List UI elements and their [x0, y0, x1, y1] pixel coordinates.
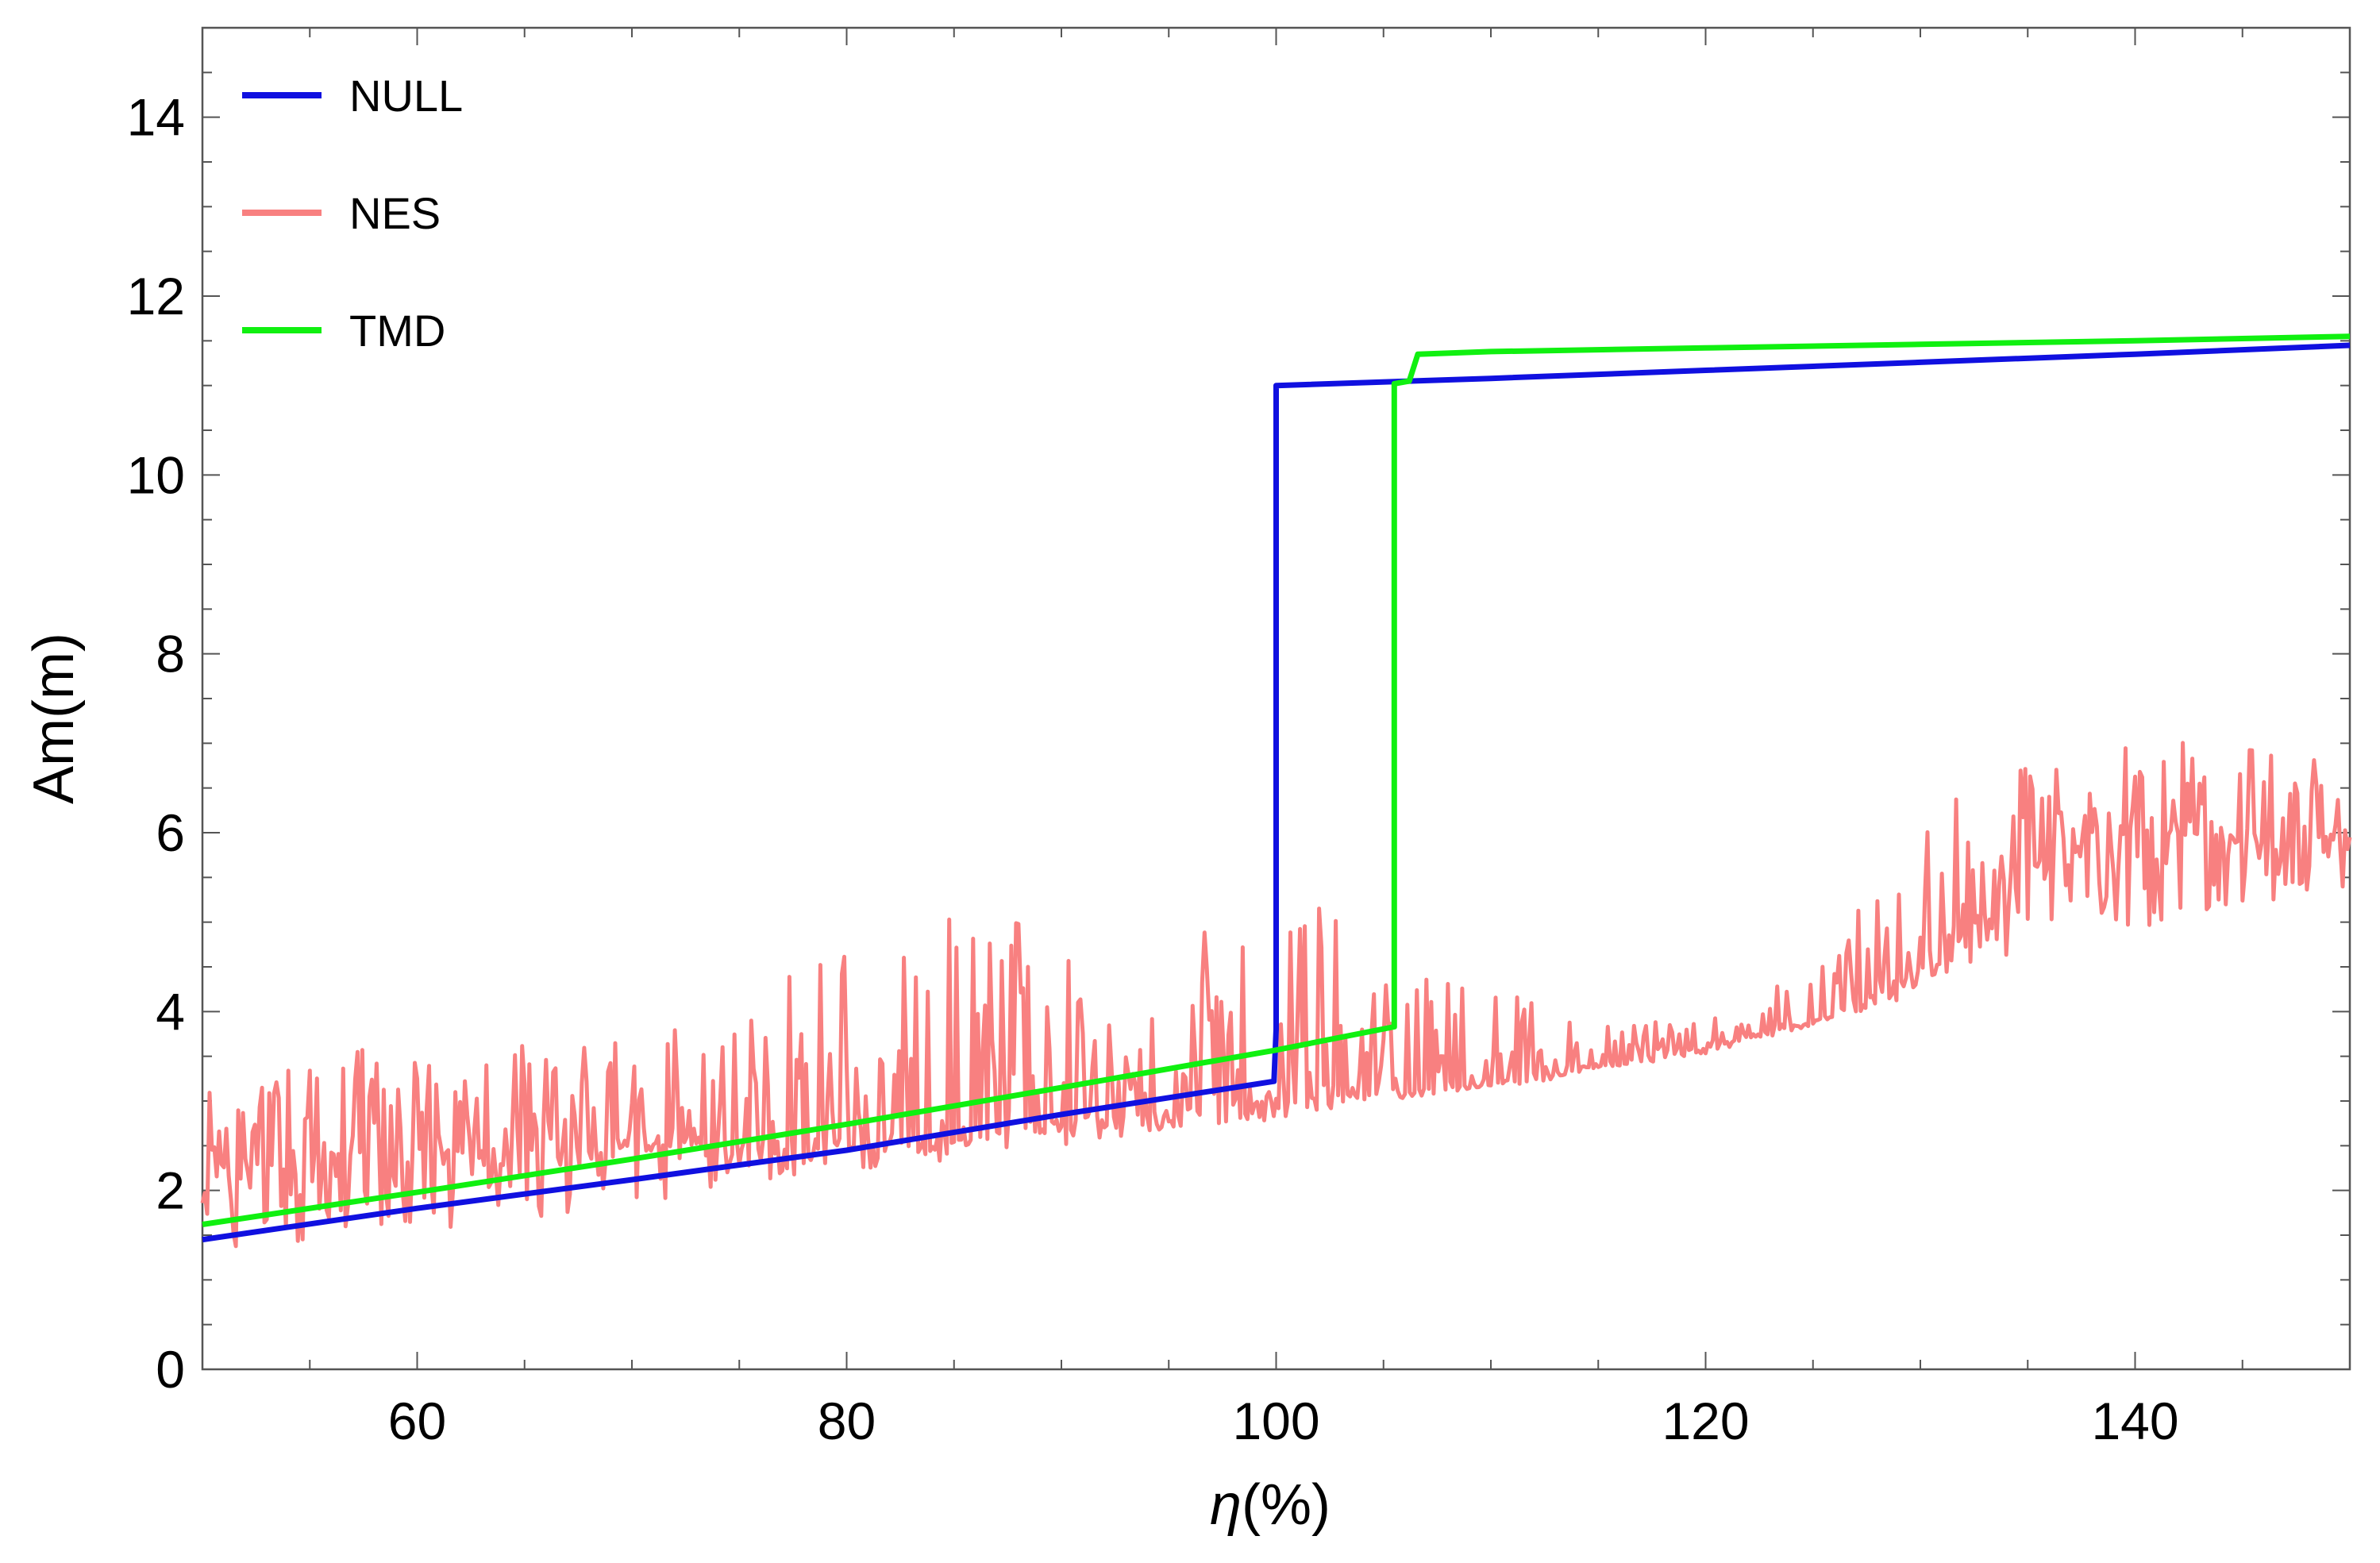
y-tick-label: 8 — [156, 625, 185, 683]
x-tick-label: 140 — [2091, 1392, 2178, 1450]
x-axis-label: η(%) — [1210, 1473, 1331, 1537]
series-line-nes — [200, 741, 2352, 1249]
x-axis-variable: η — [1210, 1473, 1242, 1537]
y-tick-label: 2 — [156, 1161, 185, 1220]
x-tick-label: 80 — [818, 1392, 876, 1450]
legend-label-null: NULL — [349, 71, 463, 121]
series-line-tmd — [202, 333, 2351, 1227]
y-tick-label: 0 — [156, 1340, 185, 1399]
series-line-null — [202, 342, 2351, 1243]
y-tick-label: 10 — [127, 445, 185, 504]
legend-label-nes: NES — [349, 188, 441, 238]
legend-label-tmd: TMD — [349, 306, 445, 356]
x-axis-unit: (%) — [1242, 1473, 1331, 1537]
y-tick-label: 12 — [127, 267, 185, 325]
y-tick-label: 4 — [156, 982, 185, 1041]
x-tick-label: 60 — [388, 1392, 446, 1450]
y-tick-label: 6 — [156, 803, 185, 862]
x-tick-label: 120 — [1662, 1392, 1749, 1450]
y-axis-label: Am(m) — [22, 633, 86, 804]
y-tick-label: 14 — [127, 88, 185, 147]
x-tick-label: 100 — [1232, 1392, 1319, 1450]
